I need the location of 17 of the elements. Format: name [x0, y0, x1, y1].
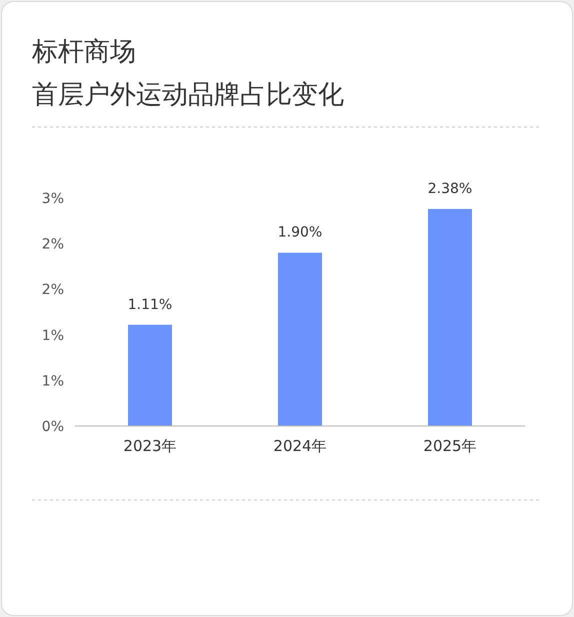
chart-subtitle: 首层户外运动品牌占比变化: [32, 80, 344, 110]
bar: [428, 208, 472, 426]
data-label: 1.11%: [128, 296, 172, 313]
y-tick-label: 0%: [42, 419, 64, 435]
chart-title: 标杆商场: [31, 37, 136, 67]
bar: [128, 324, 172, 426]
y-tick-label: 3%: [42, 191, 64, 207]
y-tick-label: 2%: [42, 282, 64, 298]
y-tick-label: 1%: [42, 373, 64, 390]
x-tick-label: 2025年: [423, 437, 477, 455]
bar: [278, 252, 322, 426]
x-tick-label: 2023年: [123, 437, 177, 455]
data-label: 1.90%: [278, 224, 322, 241]
data-label: 2.38%: [428, 180, 472, 197]
x-tick-label: 2024年: [273, 437, 327, 455]
y-tick-label: 2%: [42, 236, 64, 253]
y-tick-label: 1%: [42, 328, 64, 344]
